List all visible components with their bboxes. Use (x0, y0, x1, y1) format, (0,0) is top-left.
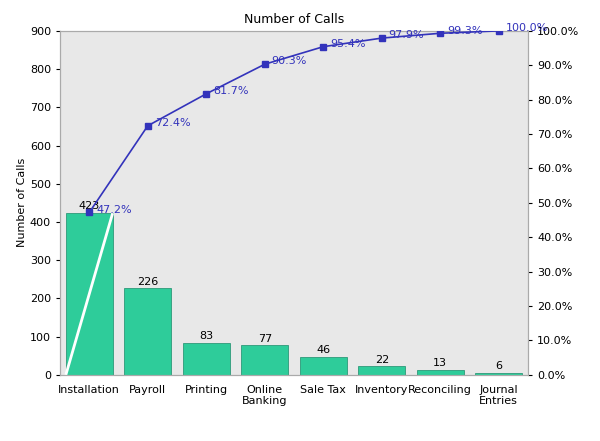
Text: 423: 423 (79, 201, 100, 211)
Text: 72.4%: 72.4% (155, 118, 190, 128)
Text: 6: 6 (495, 361, 502, 370)
Text: 100.0%: 100.0% (506, 23, 548, 33)
Text: 77: 77 (257, 333, 272, 344)
Text: 46: 46 (316, 345, 331, 355)
Bar (417, 370, 464, 375)
Bar (241, 345, 288, 375)
Text: 95.4%: 95.4% (330, 39, 365, 49)
Text: 13: 13 (433, 358, 447, 368)
Title: Number of Calls: Number of Calls (244, 12, 344, 26)
Text: 47.2%: 47.2% (96, 205, 132, 215)
Text: 226: 226 (137, 277, 158, 287)
Y-axis label: Number of Calls: Number of Calls (17, 158, 27, 247)
Bar (358, 366, 405, 375)
Bar (475, 373, 522, 375)
Text: 99.3%: 99.3% (447, 26, 482, 35)
Text: 97.9%: 97.9% (389, 30, 424, 40)
Text: 81.7%: 81.7% (213, 86, 248, 96)
Bar (183, 343, 230, 375)
Bar (124, 288, 171, 375)
Bar (300, 357, 347, 375)
Text: 83: 83 (199, 331, 214, 341)
Text: 90.3%: 90.3% (272, 56, 307, 67)
Text: 22: 22 (374, 355, 389, 365)
Bar (66, 213, 113, 375)
